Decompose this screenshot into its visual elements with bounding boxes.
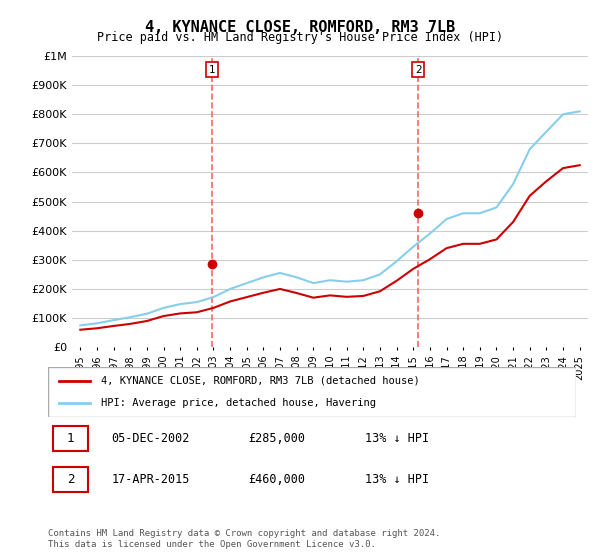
- Text: Contains HM Land Registry data © Crown copyright and database right 2024.
This d: Contains HM Land Registry data © Crown c…: [48, 529, 440, 549]
- FancyBboxPatch shape: [53, 426, 88, 451]
- Text: 4, KYNANCE CLOSE, ROMFORD, RM3 7LB (detached house): 4, KYNANCE CLOSE, ROMFORD, RM3 7LB (deta…: [101, 376, 419, 386]
- Text: 1: 1: [209, 65, 215, 74]
- FancyBboxPatch shape: [48, 367, 576, 417]
- Text: £285,000: £285,000: [248, 432, 305, 445]
- Text: 13% ↓ HPI: 13% ↓ HPI: [365, 432, 429, 445]
- Text: 13% ↓ HPI: 13% ↓ HPI: [365, 473, 429, 486]
- Text: 17-APR-2015: 17-APR-2015: [112, 473, 190, 486]
- Text: 4, KYNANCE CLOSE, ROMFORD, RM3 7LB: 4, KYNANCE CLOSE, ROMFORD, RM3 7LB: [145, 20, 455, 35]
- Text: HPI: Average price, detached house, Havering: HPI: Average price, detached house, Have…: [101, 398, 376, 408]
- Text: 1: 1: [67, 432, 74, 445]
- Text: 2: 2: [67, 473, 74, 486]
- Text: 2: 2: [415, 65, 422, 74]
- FancyBboxPatch shape: [53, 466, 88, 492]
- Text: £460,000: £460,000: [248, 473, 305, 486]
- Text: 05-DEC-2002: 05-DEC-2002: [112, 432, 190, 445]
- Text: Price paid vs. HM Land Registry's House Price Index (HPI): Price paid vs. HM Land Registry's House …: [97, 31, 503, 44]
